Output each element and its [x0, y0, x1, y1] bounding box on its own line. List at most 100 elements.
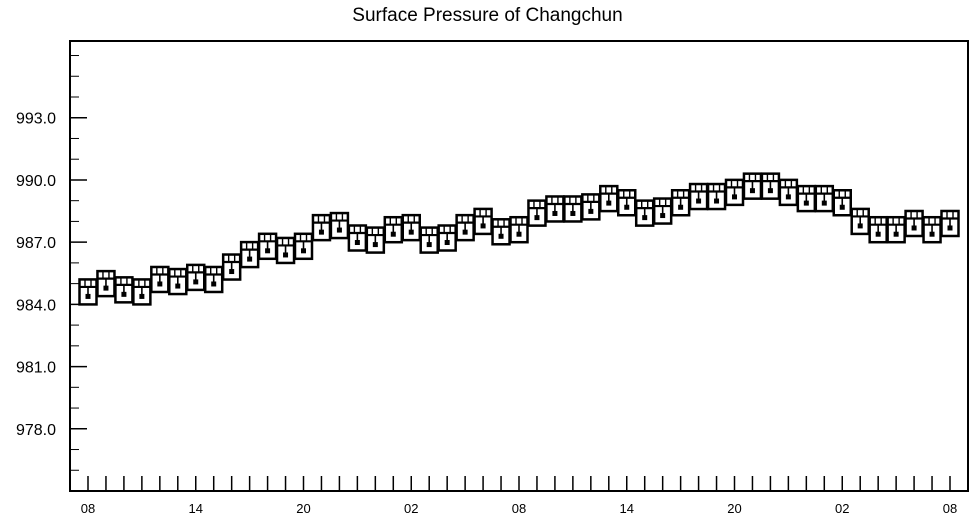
value-marker: [821, 200, 827, 206]
pressure-box: [760, 172, 781, 200]
x-tick-label: 20: [727, 501, 741, 516]
value-marker: [875, 231, 881, 237]
pressure-box: [383, 215, 404, 244]
pressure-box: [850, 207, 870, 236]
value-marker: [426, 242, 432, 248]
pressure-box: [203, 265, 224, 294]
pressure-box: [78, 278, 98, 306]
y-tick-label: 984.0: [16, 297, 56, 314]
pressure-box: [114, 276, 134, 304]
value-marker: [839, 204, 845, 210]
value-marker: [121, 291, 127, 297]
pressure-box: [455, 213, 475, 242]
value-marker: [947, 225, 953, 231]
value-marker: [229, 269, 235, 275]
value-marker: [929, 231, 935, 237]
pressure-box: [257, 232, 278, 261]
value-marker: [893, 231, 899, 237]
chart-title: Surface Pressure of Changchun: [352, 5, 623, 26]
pressure-box: [652, 197, 673, 225]
y-tick-label: 981.0: [16, 360, 56, 377]
x-tick-label: 08: [943, 501, 957, 516]
pressure-box: [581, 193, 601, 221]
pressure-box: [168, 267, 188, 296]
pressure-box: [545, 195, 565, 223]
value-marker: [732, 194, 737, 200]
pressure-box: [132, 278, 152, 306]
value-marker: [247, 256, 253, 262]
value-marker: [911, 225, 917, 231]
value-marker: [803, 200, 809, 206]
pressure-box: [796, 184, 817, 213]
pressure-box: [922, 215, 942, 244]
y-tick-label: 990.0: [16, 173, 56, 190]
pressure-box: [401, 213, 421, 242]
pressure-box: [473, 207, 493, 236]
value-marker: [444, 240, 450, 246]
value-marker: [193, 279, 199, 285]
value-marker: [624, 204, 630, 210]
x-tick-label: 20: [296, 501, 310, 516]
value-marker: [372, 242, 378, 248]
pressure-box: [150, 265, 170, 294]
value-marker: [785, 194, 791, 200]
pressure-box: [617, 189, 637, 217]
pressure-box: [96, 269, 116, 298]
pressure-box: [724, 178, 745, 207]
pressure-box: [940, 209, 960, 238]
pressure-box: [599, 184, 619, 213]
value-marker: [175, 283, 181, 289]
value-marker: [354, 240, 360, 246]
pressure-box: [904, 209, 924, 238]
axes-layer: [69, 40, 969, 492]
x-tick-label: 08: [81, 501, 95, 516]
value-marker: [498, 233, 504, 239]
pressure-box: [437, 224, 457, 252]
pressure-box: [275, 236, 296, 265]
pressure-box: [491, 218, 511, 246]
value-marker: [857, 223, 863, 229]
pressure-box: [365, 226, 386, 254]
pressure-box: [634, 199, 655, 227]
value-marker: [301, 248, 306, 254]
pressure-box: [778, 178, 799, 207]
value-marker: [714, 198, 720, 204]
value-marker: [678, 204, 684, 210]
value-marker: [157, 281, 163, 287]
value-marker: [767, 188, 773, 194]
value-marker: [570, 210, 576, 216]
value-marker: [318, 229, 324, 235]
y-tick-label: 987.0: [16, 235, 56, 252]
pressure-box: [563, 195, 583, 223]
pressure-box: [419, 226, 439, 254]
pressure-box: [221, 253, 242, 281]
marks-layer: [78, 172, 960, 306]
pressure-box: [886, 215, 906, 244]
value-marker: [462, 229, 468, 235]
x-tick-label: 08: [512, 501, 526, 516]
x-tick-label: 02: [404, 501, 418, 516]
value-marker: [139, 293, 145, 299]
pressure-box: [293, 232, 314, 261]
y-tick-label: 978.0: [16, 422, 56, 439]
pressure-box: [706, 182, 727, 211]
value-marker: [749, 188, 755, 194]
pressure-box: [527, 199, 547, 227]
pressure-box: [311, 213, 332, 242]
value-marker: [552, 210, 558, 216]
value-marker: [85, 293, 91, 299]
value-marker: [336, 227, 342, 233]
pressure-box: [832, 189, 852, 217]
value-marker: [696, 198, 702, 204]
value-marker: [588, 208, 594, 214]
x-tick-label: 14: [620, 501, 634, 516]
value-marker: [265, 248, 271, 254]
y-tick-label: 993.0: [16, 111, 56, 128]
pressure-box: [868, 215, 888, 244]
value-marker: [408, 229, 414, 235]
value-marker: [516, 231, 522, 237]
x-tick-label: 02: [835, 501, 849, 516]
pressure-box: [347, 224, 368, 252]
pressure-box: [509, 215, 529, 244]
